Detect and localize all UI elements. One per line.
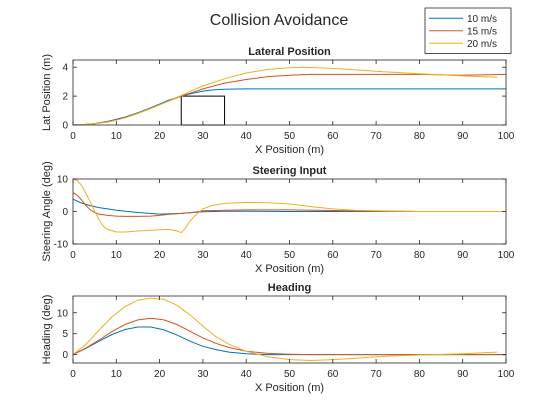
y-tick-label: 0 <box>62 121 68 132</box>
subplot-title: Heading <box>268 282 311 294</box>
x-tick-label: 100 <box>498 369 515 380</box>
x-tick-label: 70 <box>371 369 383 380</box>
y-axis-label: Lat Position (m) <box>41 54 53 131</box>
x-tick-label: 80 <box>414 250 426 261</box>
y-tick-label: 10 <box>57 308 69 319</box>
series-line-10-m-s <box>73 88 506 125</box>
axes-box <box>72 59 507 126</box>
x-tick-label: 0 <box>70 250 76 261</box>
x-tick-label: 40 <box>241 131 253 142</box>
subplot-title: Lateral Position <box>248 46 331 58</box>
y-tick-label: 0 <box>62 207 68 218</box>
series-line-15-m-s <box>73 192 506 217</box>
y-tick-label: 5 <box>62 329 68 340</box>
y-tick-label: -10 <box>54 240 69 251</box>
x-tick-label: 90 <box>457 250 469 261</box>
x-tick-label: 10 <box>111 369 123 380</box>
x-tick-label: 100 <box>498 250 515 261</box>
legend-entry-label: 10 m/s <box>467 14 497 25</box>
x-tick-label: 60 <box>327 131 339 142</box>
y-tick-label: 10 <box>57 175 69 186</box>
x-tick-label: 10 <box>111 250 123 261</box>
x-tick-label: 90 <box>457 131 469 142</box>
legend-entry-label: 15 m/s <box>467 26 497 37</box>
series-line-10-m-s <box>73 326 506 356</box>
x-tick-label: 20 <box>154 131 166 142</box>
x-tick-label: 70 <box>371 131 383 142</box>
obstacle-box <box>180 95 226 126</box>
x-tick-label: 50 <box>284 369 296 380</box>
legend: 10 m/s15 m/s 20 m/s <box>424 7 512 54</box>
y-tick-label: 0 <box>62 350 68 361</box>
x-tick-label: 40 <box>241 250 253 261</box>
subplot-title: Steering Input <box>253 165 327 177</box>
y-axis-label: Steering Angle (deg) <box>41 161 53 261</box>
x-axis-label: X Position (m) <box>255 382 324 394</box>
x-tick-label: 70 <box>371 250 383 261</box>
legend-entry-label: 20 m/s <box>467 39 497 50</box>
x-axis-label: X Position (m) <box>255 144 324 156</box>
x-tick-label: 80 <box>414 131 426 142</box>
x-tick-label: 20 <box>154 250 166 261</box>
x-tick-label: 30 <box>197 250 209 261</box>
series-line-20-m-s <box>73 66 498 125</box>
x-tick-label: 90 <box>457 369 469 380</box>
x-axis-label: X Position (m) <box>255 263 324 275</box>
x-tick-label: 60 <box>327 369 339 380</box>
series-line-15-m-s <box>73 73 506 125</box>
x-tick-label: 60 <box>327 250 339 261</box>
y-axis-label: Heading (deg) <box>41 295 53 365</box>
subplot-3: Heading 0 10 20 30 40 50 60 70 80 90 100 0 5 10 X Posit… <box>41 282 515 394</box>
x-tick-label: 30 <box>197 369 209 380</box>
x-tick-label: 50 <box>284 250 296 261</box>
x-tick-label: 50 <box>284 131 296 142</box>
series-line-20-m-s <box>73 179 506 234</box>
y-tick-label: 2 <box>62 92 68 103</box>
x-tick-label: 0 <box>70 131 76 142</box>
figure-title: Collision Avoidance <box>210 12 349 29</box>
axes-box <box>72 295 507 364</box>
y-tick-label: 4 <box>62 63 68 74</box>
x-tick-label: 80 <box>414 369 426 380</box>
x-tick-label: 20 <box>154 369 166 380</box>
series-line-20-m-s <box>73 297 498 362</box>
series-line-15-m-s <box>73 317 506 356</box>
x-tick-label: 100 <box>498 131 515 142</box>
x-tick-label: 0 <box>70 369 76 380</box>
x-tick-label: 30 <box>197 131 209 142</box>
x-tick-label: 10 <box>111 131 123 142</box>
x-tick-label: 40 <box>241 369 253 380</box>
subplot-1: Lateral Position 0 10 20 30 40 50 60 70 80 90 100 0 2… <box>41 46 515 156</box>
